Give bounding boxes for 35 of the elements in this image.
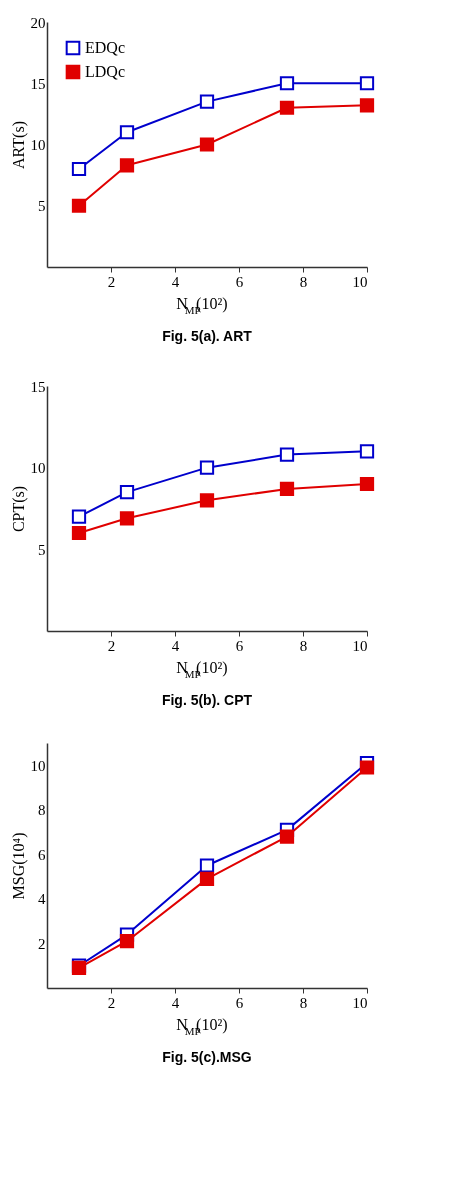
- y-tick-label: 6: [38, 846, 46, 863]
- y-tick-label: 10: [30, 460, 46, 477]
- x-tick-label: 10: [352, 994, 368, 1011]
- y-tick-label: 20: [30, 14, 46, 31]
- x-tick-label: 4: [171, 273, 180, 290]
- y-tick-label: 10: [30, 137, 46, 153]
- y-tick-label: 15: [30, 75, 46, 92]
- x-tick-label: 6: [235, 273, 244, 290]
- x-tick-label: 6: [235, 994, 244, 1011]
- y-tick-label: 15: [30, 378, 46, 395]
- x-tick-label: 6: [235, 637, 244, 654]
- y-tick-label: 10: [30, 757, 46, 774]
- text: Fig. 5(c).MSG: [162, 1049, 252, 1065]
- y-tick-label: 8: [38, 802, 46, 819]
- y-tick-label: 2: [38, 935, 46, 952]
- legend-label: EDQc: [85, 39, 125, 56]
- x-tick-label: 10: [352, 273, 368, 290]
- y-tick-label: 5: [38, 198, 46, 215]
- x-tick-label: 2: [107, 994, 116, 1011]
- y-axis-title: MSG(10⁴): [9, 832, 28, 900]
- x-tick-label: 2: [107, 273, 116, 290]
- x-tick-label: 8: [299, 273, 308, 290]
- x-tick-label: 8: [299, 994, 308, 1011]
- x-tick-label: 8: [299, 637, 308, 654]
- y-tick-label: 4: [38, 891, 46, 908]
- text: Fig. 5(a). ART: [162, 328, 253, 344]
- y-axis-title: CPT(s): [9, 485, 28, 533]
- y-axis-title: ART(s): [9, 121, 28, 169]
- legend-label: LDQc: [85, 63, 125, 80]
- text: Fig. 5(b). CPT: [161, 692, 253, 708]
- x-tick-label: 4: [171, 637, 180, 654]
- x-tick-label: 10: [352, 637, 368, 654]
- x-tick-label: 2: [107, 637, 116, 654]
- x-tick-label: 4: [171, 994, 180, 1011]
- y-tick-label: 5: [38, 541, 46, 558]
